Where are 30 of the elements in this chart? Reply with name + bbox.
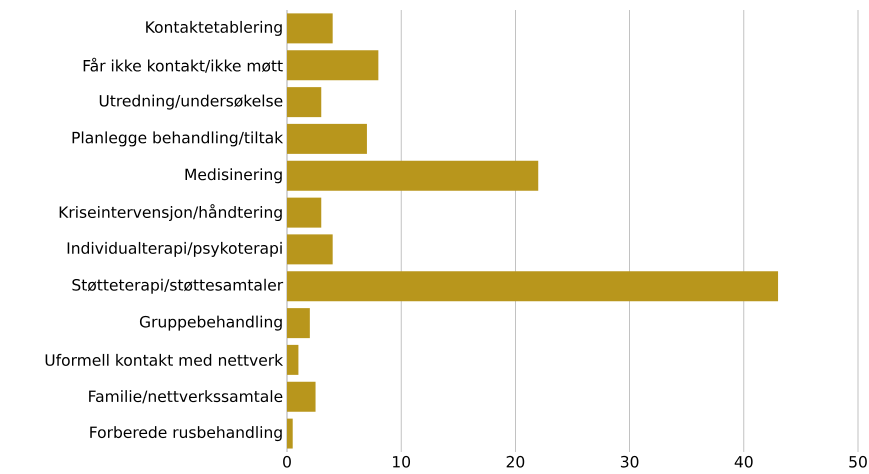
y-tick-label: Gruppebehandling <box>140 316 282 331</box>
y-tick-label: Forberede rusbehandling <box>90 426 282 442</box>
x-tick-label: 0 <box>283 456 291 468</box>
y-tick-label: Kontaktetablering <box>146 20 282 36</box>
bar <box>287 198 322 228</box>
y-tick-label: Individualterapi/psykoterapi <box>68 242 282 257</box>
bar <box>287 13 333 44</box>
bar <box>287 344 298 375</box>
y-tick-label: Kriseintervensjon/håndtering <box>60 204 282 222</box>
bar <box>287 234 333 264</box>
bar <box>287 308 310 338</box>
bar <box>287 271 778 302</box>
y-tick-label: Støtteterapi/støttesamtaler <box>72 278 284 294</box>
y-tick-label: Uformell kontakt med nettverk <box>46 354 284 366</box>
y-tick-label: Utredning/undersøkelse <box>100 94 282 110</box>
bar <box>287 124 367 154</box>
x-tick-label: 40 <box>734 456 753 468</box>
y-tick-label: Planlegge behandling/tiltak <box>72 131 284 146</box>
x-tick-label: 50 <box>849 456 867 468</box>
x-tick-label: 30 <box>620 456 638 468</box>
y-tick-label: Medisinering <box>186 168 282 184</box>
bar <box>287 50 378 80</box>
y-tick-label: Familie/nettverkssamtale <box>89 390 282 404</box>
x-tick-label: 20 <box>506 456 524 468</box>
bar <box>287 418 293 449</box>
bar <box>287 382 316 412</box>
x-tick-label: 10 <box>393 456 410 468</box>
bar <box>287 160 538 191</box>
y-tick-label: Får ikke kontakt/ikke møtt <box>84 58 283 73</box>
bar <box>287 87 322 118</box>
